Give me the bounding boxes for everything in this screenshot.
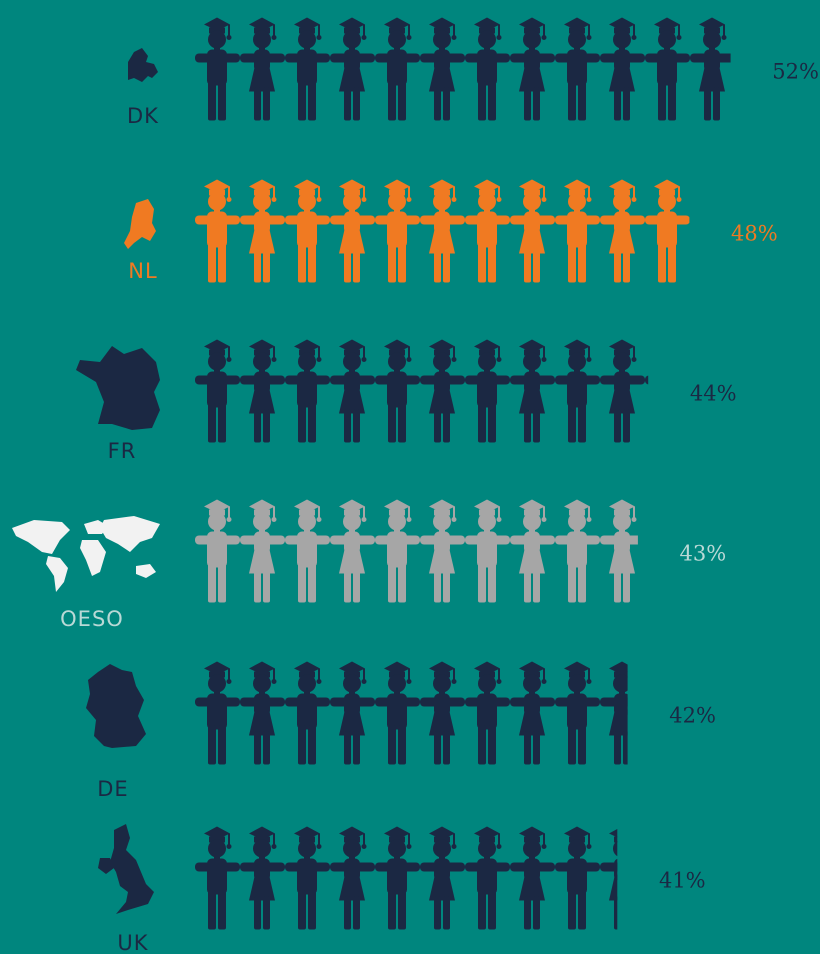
icon-dk xyxy=(128,48,158,82)
category-label: NL xyxy=(128,259,157,283)
value-label: 44% xyxy=(690,382,737,406)
pictogram-bar xyxy=(195,339,649,443)
category-label: FR xyxy=(108,439,137,463)
icon-fr xyxy=(76,346,160,430)
pictogram-bar xyxy=(195,17,731,121)
value-label: 42% xyxy=(669,704,716,728)
pictogram-bar xyxy=(195,179,690,283)
rows: 52% DK 48% NL 44% FR 43% OESO 42% DE 41% UK xyxy=(60,17,819,954)
category-label: UK xyxy=(117,931,148,954)
pictogram-bar xyxy=(195,826,618,930)
pictogram-bar xyxy=(195,661,628,765)
icon-world xyxy=(12,516,160,592)
category-label: OESO xyxy=(60,607,124,631)
value-label: 52% xyxy=(772,60,819,84)
icon-nl xyxy=(124,199,156,249)
category-label: DE xyxy=(97,777,128,801)
category-label: DK xyxy=(127,104,159,128)
value-label: 48% xyxy=(731,222,778,246)
value-label: 43% xyxy=(680,542,727,566)
country-icons xyxy=(12,48,160,914)
icon-de xyxy=(86,664,146,748)
icon-uk xyxy=(98,824,154,914)
pictogram-bar xyxy=(195,499,638,603)
value-label: 41% xyxy=(659,869,706,893)
